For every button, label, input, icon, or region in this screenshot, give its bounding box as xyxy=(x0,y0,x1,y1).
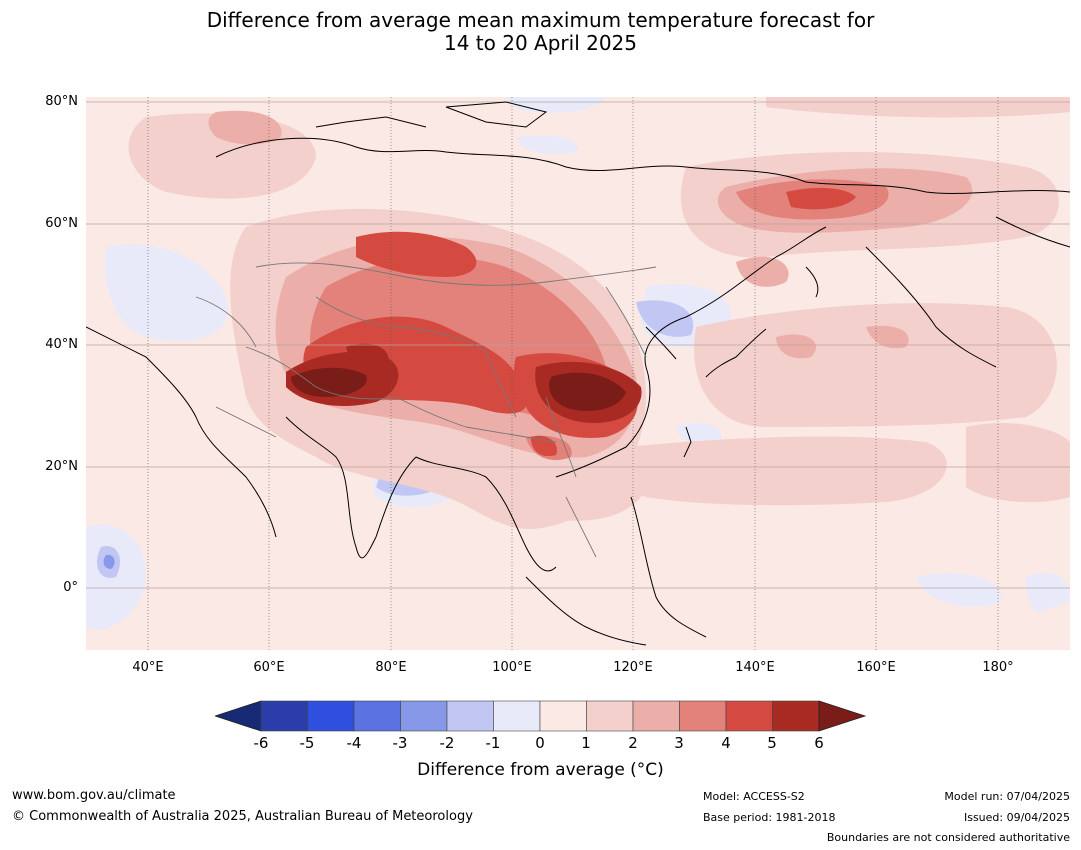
model-info: Model: ACCESS-S2 xyxy=(703,790,805,803)
colorbar-segment xyxy=(307,700,355,732)
lon-label-160e: 160°E xyxy=(856,660,896,675)
copyright-text: © Commonwealth of Australia 2025, Austra… xyxy=(12,809,473,824)
temperature-anomaly-map xyxy=(86,97,1070,650)
map-title-line-1: Difference from average mean maximum tem… xyxy=(206,8,875,32)
lon-label-140e: 140°E xyxy=(735,660,775,675)
issued-info: Issued: 09/04/2025 xyxy=(963,811,1070,824)
lon-label-40e: 40°E xyxy=(132,660,164,675)
boundaries-note: Boundaries are not considered authoritat… xyxy=(826,831,1070,844)
colorbar-segment xyxy=(400,700,448,732)
colorbar-segment xyxy=(353,700,401,732)
colorbar-segment xyxy=(493,700,541,732)
colorbar-tick: -2 xyxy=(439,734,455,752)
colorbar-tick: -6 xyxy=(253,734,269,752)
country-borders xyxy=(195,262,657,558)
base-period-info: Base period: 1981-2018 xyxy=(703,811,836,824)
map-title-line-2: 14 to 20 April 2025 xyxy=(443,31,638,55)
coastlines xyxy=(86,101,1070,646)
colorbar-segment xyxy=(539,700,587,732)
colorbar xyxy=(215,700,867,732)
lon-label-100e: 100°E xyxy=(492,660,532,675)
colorbar-segment xyxy=(632,700,680,732)
colorbar-title: Difference from average (°C) xyxy=(417,760,664,780)
colorbar-tick: -4 xyxy=(346,734,362,752)
colorbar-tick: -3 xyxy=(392,734,408,752)
lat-label-20n: 20°N xyxy=(45,459,78,474)
map-canvas xyxy=(86,97,1070,650)
colorbar-tick: 4 xyxy=(721,734,731,752)
colorbar-tick: 5 xyxy=(767,734,777,752)
lat-label-0: 0° xyxy=(63,580,78,595)
colorbar-segment xyxy=(725,700,773,732)
latitude-lines xyxy=(86,101,1070,589)
colorbar-segment xyxy=(586,700,634,732)
colorbar-extend-high xyxy=(818,700,867,732)
lat-label-60n: 60°N xyxy=(45,216,78,231)
warm-anomaly-above-6 xyxy=(291,367,626,412)
graticule xyxy=(147,97,999,650)
colorbar-tick: 2 xyxy=(628,734,638,752)
lat-label-80n: 80°N xyxy=(45,94,78,109)
lon-label-180: 180° xyxy=(982,660,1014,675)
colorbar-tick: -5 xyxy=(299,734,315,752)
colorbar-tick: 3 xyxy=(674,734,684,752)
colorbar-segment xyxy=(260,700,308,732)
colorbar-segment xyxy=(679,700,727,732)
model-run-info: Model run: 07/04/2025 xyxy=(944,790,1070,803)
website-link[interactable]: www.bom.gov.au/climate xyxy=(12,788,176,803)
colorbar-segment xyxy=(772,700,820,732)
colorbar-extend-low xyxy=(215,700,262,732)
colorbar-tick: 0 xyxy=(535,734,545,752)
lat-label-40n: 40°N xyxy=(45,337,78,352)
lon-label-80e: 80°E xyxy=(375,660,407,675)
lon-label-120e: 120°E xyxy=(613,660,653,675)
colorbar-tick: -1 xyxy=(485,734,501,752)
colorbar-segment xyxy=(446,700,494,732)
lon-label-60e: 60°E xyxy=(253,660,285,675)
colorbar-tick: 6 xyxy=(814,734,824,752)
colorbar-tick: 1 xyxy=(581,734,591,752)
